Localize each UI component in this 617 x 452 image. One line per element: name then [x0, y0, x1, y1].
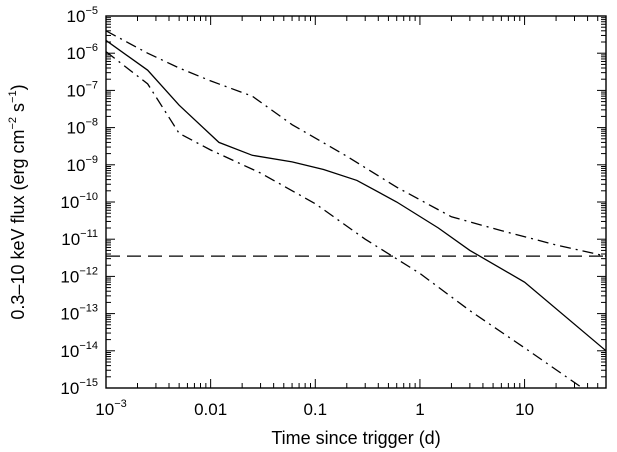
y-tick-label: 10−10 [60, 191, 98, 212]
ticks-layer [105, 16, 607, 389]
series-layer [106, 30, 606, 388]
y-tick-label: 10−12 [60, 265, 98, 286]
y-tick-label: 10−7 [67, 79, 98, 100]
x-tick-label: 10−3 [95, 398, 126, 419]
y-tick-label: 10−11 [61, 228, 98, 249]
x-axis-title: Time since trigger (d) [271, 428, 440, 448]
x-tick-label: 1 [415, 400, 424, 419]
x-tick-labels: 10−3 0.01 0.1 1 10 [95, 398, 534, 419]
x-tick-label: 0.1 [303, 400, 327, 419]
y-axis-title: 0.3–10 keV flux (erg cm−2 s−1) [7, 84, 28, 319]
series-line-3-dashdot [106, 51, 584, 388]
x-tick-label: 0.01 [194, 400, 227, 419]
plot-frame [105, 15, 607, 389]
series-line-1-solid [106, 39, 606, 352]
y-tick-label: 10−15 [60, 377, 98, 398]
y-tick-label: 10−5 [67, 5, 98, 26]
y-tick-label: 10−6 [67, 42, 98, 63]
y-tick-label: 10−13 [60, 303, 98, 324]
y-tick-labels: 10−5 10−6 10−7 10−8 10−9 10−10 10−11 10−12 10−13… [60, 5, 98, 398]
y-tick-label: 10−14 [60, 340, 98, 361]
y-tick-label: 10−9 [67, 154, 98, 175]
x-tick-label: 10 [515, 400, 534, 419]
series-line-2-dashdot [106, 30, 606, 257]
y-tick-label: 10−8 [67, 117, 98, 138]
